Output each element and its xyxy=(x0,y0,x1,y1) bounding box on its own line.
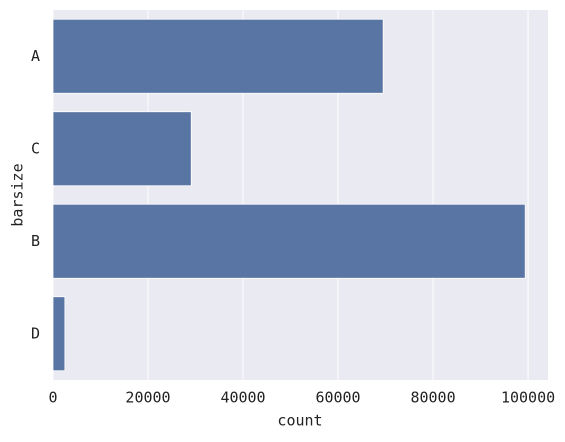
x-tick-label: 40000 xyxy=(220,389,265,407)
x-tick-label: 20000 xyxy=(125,389,170,407)
x-axis-label: count xyxy=(277,412,322,430)
x-tick-label: 80000 xyxy=(410,389,455,407)
bar xyxy=(52,203,526,279)
x-tick-label: 0 xyxy=(48,389,57,407)
y-tick-label: A xyxy=(31,47,40,65)
y-tick-label: C xyxy=(31,139,40,157)
y-tick-label: D xyxy=(31,324,40,342)
bar xyxy=(52,111,192,187)
y-tick-label: B xyxy=(31,232,40,250)
x-tick-label: 60000 xyxy=(315,389,360,407)
bar xyxy=(52,296,66,372)
bar xyxy=(52,18,384,94)
x-tick-label: 100000 xyxy=(501,389,555,407)
y-axis-label: barsize xyxy=(9,163,27,226)
